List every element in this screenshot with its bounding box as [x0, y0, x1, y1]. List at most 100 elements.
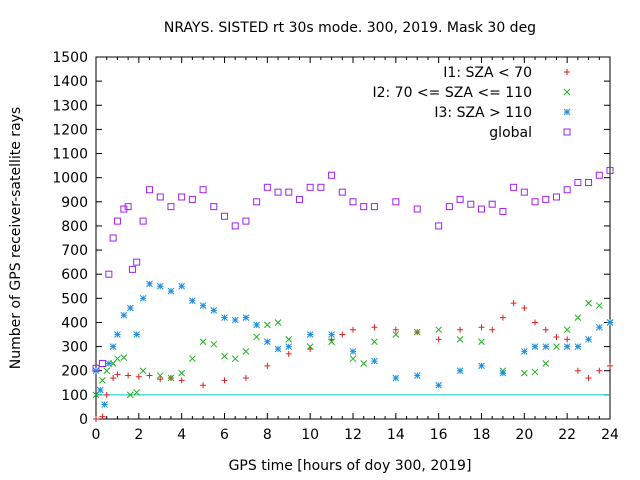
- legend-marker: [563, 88, 571, 96]
- data-point: [124, 203, 132, 211]
- data-point: [199, 302, 207, 309]
- data-point: [392, 374, 400, 382]
- data-point: [585, 178, 593, 186]
- data-point: [360, 203, 368, 211]
- data-point: [564, 336, 571, 343]
- y-tick-label: 0: [79, 412, 88, 428]
- data-point: [210, 203, 218, 211]
- data-point: [371, 357, 378, 365]
- data-point: [101, 401, 108, 408]
- plot-frame: [95, 56, 611, 420]
- data-point: [349, 348, 357, 355]
- data-point: [210, 340, 218, 348]
- series-3: [92, 280, 614, 408]
- data-point: [339, 331, 346, 338]
- data-point: [110, 374, 117, 381]
- data-point: [242, 217, 250, 225]
- data-point: [133, 389, 141, 396]
- data-point: [563, 186, 571, 194]
- data-point: [542, 326, 549, 333]
- data-point: [531, 343, 539, 350]
- data-point: [435, 381, 443, 389]
- x-tick-label: 2: [134, 427, 143, 443]
- data-point: [199, 186, 207, 194]
- data-point: [135, 373, 142, 380]
- data-point: [595, 302, 603, 309]
- data-point: [221, 314, 228, 321]
- data-point: [188, 195, 196, 203]
- data-point: [146, 280, 153, 288]
- data-point: [435, 336, 442, 343]
- data-point: [371, 324, 378, 331]
- data-point: [264, 362, 271, 369]
- data-point: [510, 300, 517, 307]
- data-point: [585, 336, 592, 343]
- x-tick-label: 6: [220, 427, 229, 443]
- data-point: [221, 352, 228, 360]
- data-point: [133, 258, 141, 266]
- data-point: [114, 355, 121, 363]
- data-point: [328, 338, 335, 346]
- data-point: [114, 371, 121, 378]
- data-point: [210, 307, 218, 314]
- data-point: [274, 345, 282, 353]
- data-point: [520, 348, 528, 355]
- legend-marker: [564, 69, 570, 75]
- y-axis: 0 100 200 300 400 500 600 700 800 900 1000 1100 1200…: [52, 50, 610, 428]
- data-point: [109, 234, 117, 242]
- y-tick-label: 1000: [52, 171, 88, 187]
- data-point: [489, 326, 496, 333]
- data-point: [156, 282, 164, 290]
- data-point: [595, 171, 603, 179]
- data-point: [221, 377, 228, 384]
- data-point: [456, 195, 464, 203]
- data-point: [167, 374, 175, 382]
- data-point: [103, 367, 111, 375]
- data-point: [139, 217, 147, 225]
- data-point: [510, 183, 518, 191]
- data-point: [499, 369, 507, 377]
- x-tick-label: 22: [558, 427, 576, 443]
- y-tick-label: 300: [61, 340, 88, 356]
- data-point: [146, 372, 153, 379]
- x-tick-label: 0: [92, 427, 101, 443]
- data-point: [478, 338, 485, 346]
- data-point: [488, 200, 496, 208]
- data-point: [338, 188, 346, 196]
- data-point: [128, 265, 136, 273]
- data-point: [478, 205, 485, 213]
- data-point: [231, 355, 239, 363]
- data-point: [595, 323, 603, 331]
- y-tick-label: 800: [61, 219, 88, 235]
- x-tick-label: 16: [430, 427, 448, 443]
- data-point: [92, 364, 100, 372]
- data-point: [120, 205, 128, 213]
- data-point: [113, 217, 121, 225]
- x-tick-label: 8: [263, 427, 272, 443]
- plot-area: [95, 56, 611, 420]
- x-axis: 0 2 4 6 8 10 12 14 16 18 20 22 24: [92, 57, 619, 443]
- data-point: [585, 374, 592, 381]
- data-point: [199, 338, 207, 346]
- legend-marker: [563, 108, 571, 116]
- data-point: [120, 311, 128, 319]
- data-point: [563, 343, 571, 350]
- data-point: [574, 343, 582, 350]
- data-point: [295, 195, 303, 203]
- data-point: [478, 362, 485, 370]
- data-point: [167, 203, 175, 211]
- data-point: [285, 188, 293, 196]
- data-point: [413, 205, 421, 213]
- data-point: [200, 382, 207, 389]
- data-point: [521, 304, 528, 311]
- data-point: [456, 367, 464, 375]
- data-point: [532, 319, 539, 326]
- data-point: [596, 367, 603, 374]
- data-point: [456, 336, 464, 343]
- data-point: [499, 207, 507, 215]
- data-point: [167, 287, 175, 295]
- series-layer: [92, 166, 614, 422]
- data-point: [93, 416, 99, 422]
- data-point: [253, 333, 260, 341]
- data-point: [189, 297, 196, 305]
